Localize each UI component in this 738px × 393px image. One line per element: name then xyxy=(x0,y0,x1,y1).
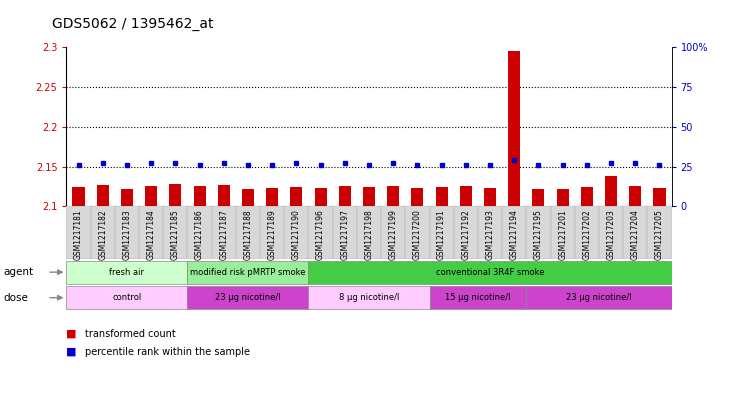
Text: GSM1217189: GSM1217189 xyxy=(268,209,277,260)
Bar xyxy=(478,206,502,259)
Bar xyxy=(97,185,108,206)
Bar xyxy=(187,206,212,259)
Bar xyxy=(308,286,430,309)
Bar xyxy=(308,206,333,259)
Bar xyxy=(66,286,187,309)
Text: GSM1217202: GSM1217202 xyxy=(582,209,591,260)
Text: GSM1217190: GSM1217190 xyxy=(292,209,301,260)
Text: percentile rank within the sample: percentile rank within the sample xyxy=(85,347,250,357)
Bar xyxy=(387,186,399,206)
Bar xyxy=(363,187,375,206)
Bar xyxy=(454,206,478,259)
Bar xyxy=(460,186,472,206)
Bar xyxy=(357,206,381,259)
Bar xyxy=(430,206,454,259)
Text: GSM1217181: GSM1217181 xyxy=(74,209,83,260)
Bar xyxy=(242,189,254,206)
Text: GSM1217192: GSM1217192 xyxy=(461,209,470,260)
Bar xyxy=(381,206,405,259)
Bar xyxy=(266,188,278,206)
Text: 8 μg nicotine/l: 8 μg nicotine/l xyxy=(339,293,399,302)
Text: GSM1217200: GSM1217200 xyxy=(413,209,422,260)
Bar xyxy=(260,206,284,259)
Text: GSM1217203: GSM1217203 xyxy=(607,209,615,260)
Text: dose: dose xyxy=(4,293,29,303)
Bar xyxy=(430,286,526,309)
Text: GSM1217186: GSM1217186 xyxy=(195,209,204,260)
Bar xyxy=(236,206,260,259)
Bar xyxy=(526,286,672,309)
Bar xyxy=(290,187,303,206)
Bar xyxy=(532,189,545,206)
Text: GSM1217184: GSM1217184 xyxy=(147,209,156,260)
Text: GSM1217197: GSM1217197 xyxy=(340,209,349,260)
Bar xyxy=(66,261,187,284)
Text: GSM1217191: GSM1217191 xyxy=(437,209,446,260)
Text: agent: agent xyxy=(4,267,34,277)
Text: GSM1217201: GSM1217201 xyxy=(558,209,567,260)
Text: 15 μg nicotine/l: 15 μg nicotine/l xyxy=(445,293,511,302)
Bar xyxy=(163,206,187,259)
Bar xyxy=(339,185,351,206)
Bar xyxy=(581,187,593,206)
Text: GSM1217198: GSM1217198 xyxy=(365,209,373,260)
Bar xyxy=(145,185,157,206)
Bar xyxy=(139,206,163,259)
Bar xyxy=(411,188,424,206)
Bar xyxy=(218,185,230,206)
Bar xyxy=(623,206,647,259)
Text: GSM1217199: GSM1217199 xyxy=(389,209,398,260)
Text: 23 μg nicotine/l: 23 μg nicotine/l xyxy=(566,293,632,302)
Text: GSM1217183: GSM1217183 xyxy=(123,209,131,260)
Text: fresh air: fresh air xyxy=(109,268,145,277)
Text: GSM1217188: GSM1217188 xyxy=(244,209,252,260)
Text: GSM1217205: GSM1217205 xyxy=(655,209,664,260)
Bar xyxy=(314,188,327,206)
Bar xyxy=(308,261,672,284)
Text: 23 μg nicotine/l: 23 μg nicotine/l xyxy=(215,293,280,302)
Text: modified risk pMRTP smoke: modified risk pMRTP smoke xyxy=(190,268,306,277)
Bar xyxy=(66,206,91,259)
Bar xyxy=(405,206,430,259)
Bar xyxy=(284,206,308,259)
Bar xyxy=(435,187,448,206)
Text: GSM1217182: GSM1217182 xyxy=(98,209,107,260)
Bar xyxy=(72,187,85,206)
Text: GDS5062 / 1395462_at: GDS5062 / 1395462_at xyxy=(52,17,213,31)
Bar xyxy=(121,189,133,206)
Bar xyxy=(333,206,357,259)
Text: GSM1217194: GSM1217194 xyxy=(510,209,519,260)
Bar xyxy=(551,206,575,259)
Bar xyxy=(599,206,623,259)
Bar xyxy=(187,286,308,309)
Bar xyxy=(193,186,206,206)
Text: transformed count: transformed count xyxy=(85,329,176,339)
Bar xyxy=(169,184,182,206)
Bar xyxy=(187,261,308,284)
Bar xyxy=(484,188,496,206)
Bar xyxy=(647,206,672,259)
Bar xyxy=(508,51,520,206)
Bar xyxy=(575,206,599,259)
Text: control: control xyxy=(112,293,142,302)
Bar xyxy=(91,206,115,259)
Text: GSM1217195: GSM1217195 xyxy=(534,209,543,260)
Text: GSM1217193: GSM1217193 xyxy=(486,209,494,260)
Bar xyxy=(212,206,236,259)
Bar xyxy=(556,189,569,206)
Bar xyxy=(502,206,526,259)
Text: GSM1217196: GSM1217196 xyxy=(316,209,325,260)
Bar xyxy=(526,206,551,259)
Text: GSM1217204: GSM1217204 xyxy=(631,209,640,260)
Text: conventional 3R4F smoke: conventional 3R4F smoke xyxy=(435,268,545,277)
Text: GSM1217185: GSM1217185 xyxy=(171,209,180,260)
Text: GSM1217187: GSM1217187 xyxy=(219,209,228,260)
Bar xyxy=(630,185,641,206)
Text: ■: ■ xyxy=(66,347,77,357)
Bar xyxy=(653,188,666,206)
Text: ■: ■ xyxy=(66,329,77,339)
Bar xyxy=(115,206,139,259)
Bar xyxy=(605,176,617,206)
